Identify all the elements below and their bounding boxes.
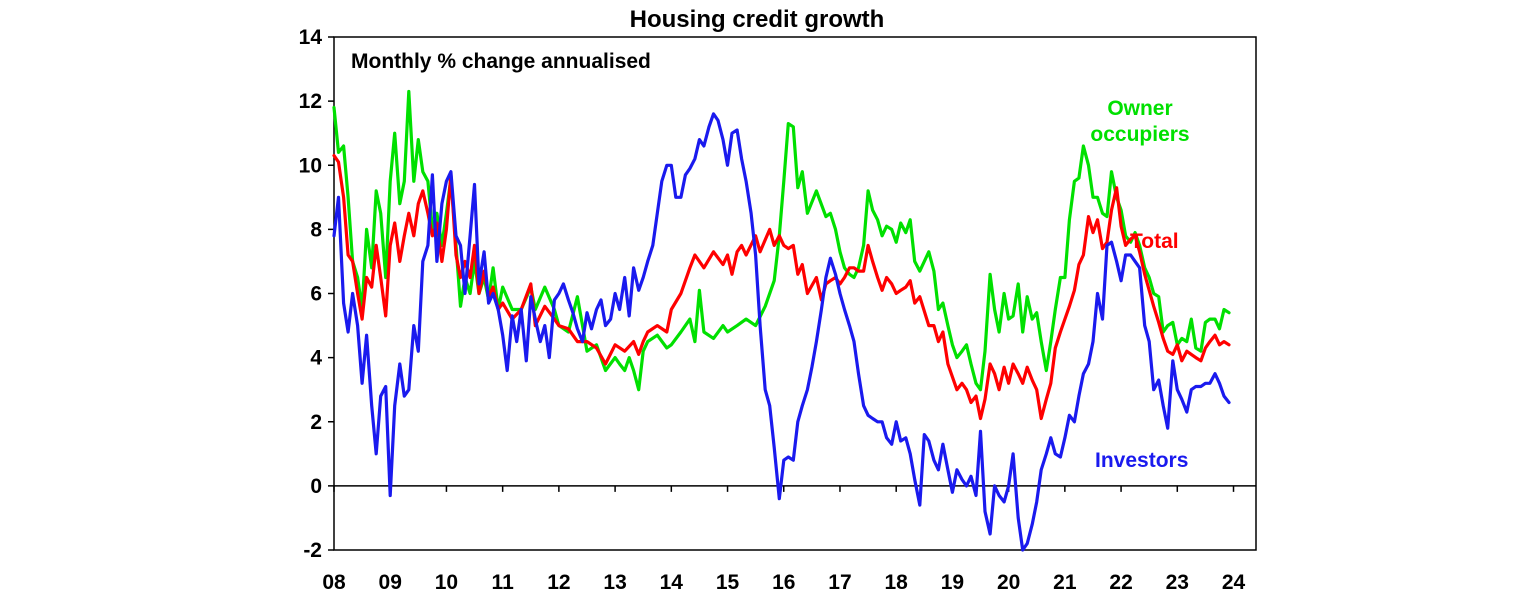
label-occupiers: occupiers xyxy=(1090,123,1189,146)
x-tick-label: 17 xyxy=(828,571,851,594)
series-line-total xyxy=(332,154,1231,421)
y-tick-label: 4 xyxy=(310,347,322,370)
y-tick-label: 12 xyxy=(299,90,322,113)
x-tick-label: 21 xyxy=(1053,571,1077,594)
series-labels: Owner occupiers Total Investors xyxy=(1090,97,1189,472)
x-tick-label: 22 xyxy=(1109,571,1132,594)
y-tick-label: 10 xyxy=(299,154,322,177)
x-tick-label: 15 xyxy=(716,571,740,594)
x-tick-label: 24 xyxy=(1222,571,1246,594)
y-tick-label: 14 xyxy=(299,26,323,49)
x-tick-label: 19 xyxy=(941,571,964,594)
x-tick-label: 10 xyxy=(435,571,458,594)
x-tick-label: 20 xyxy=(997,571,1020,594)
series-lines xyxy=(332,89,1231,552)
x-tick-label: 09 xyxy=(379,571,402,594)
y-tick-label: 2 xyxy=(310,411,322,434)
chart-subtitle: Monthly % change annualised xyxy=(351,50,651,73)
x-tick-label: 18 xyxy=(885,571,909,594)
x-tick-label: 16 xyxy=(772,571,795,594)
y-tick-label: 0 xyxy=(310,475,322,498)
y-tick-label: 6 xyxy=(310,283,322,306)
x-tick-label: 12 xyxy=(547,571,570,594)
y-tick-label: 8 xyxy=(310,218,322,241)
x-tick-label: 08 xyxy=(322,571,346,594)
x-tick-label: 14 xyxy=(660,571,684,594)
label-investors: Investors xyxy=(1095,449,1188,472)
x-tick-label: 11 xyxy=(492,571,515,594)
label-owner: Owner xyxy=(1107,97,1172,120)
y-tick-label: -2 xyxy=(303,539,322,562)
series-line-investors xyxy=(332,112,1231,552)
chart-title: Housing credit growth xyxy=(630,6,885,33)
x-tick-label: 13 xyxy=(603,571,626,594)
x-tick-label: 23 xyxy=(1166,571,1189,594)
label-total: Total xyxy=(1130,230,1179,253)
